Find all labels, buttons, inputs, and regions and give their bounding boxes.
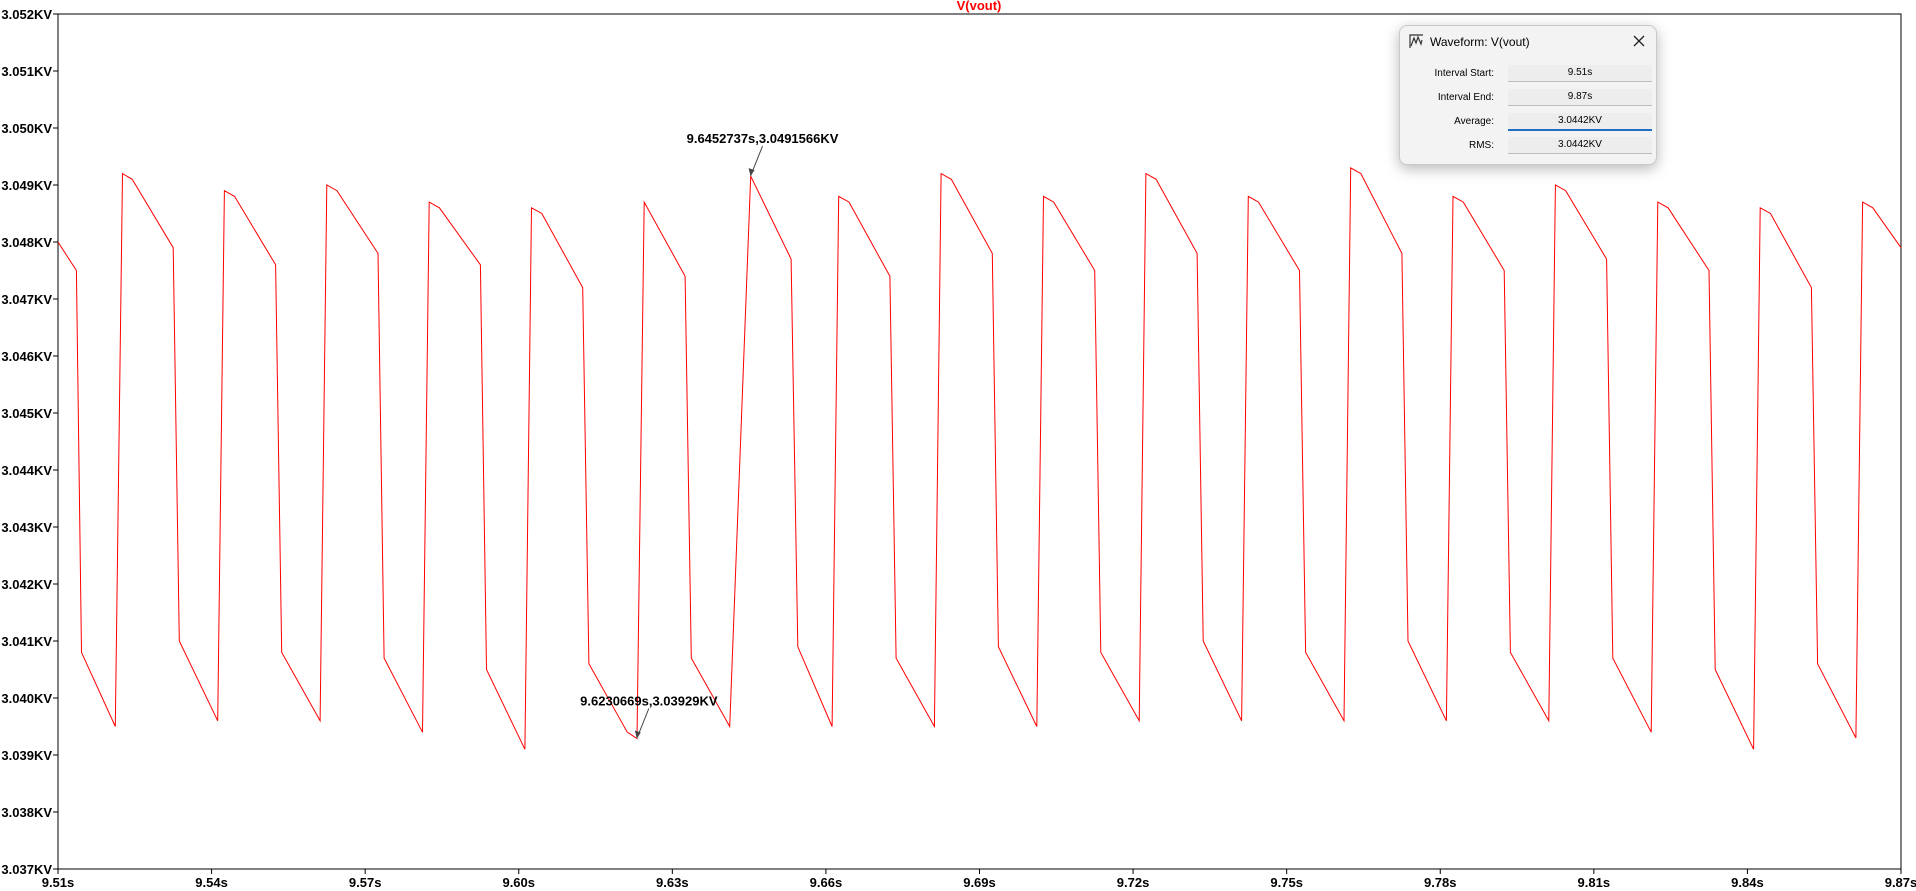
x-tick-label: 9.72s xyxy=(1117,875,1150,890)
interval-start-row: Interval Start: 9.51s xyxy=(1400,64,1656,86)
y-tick-label: 3.041KV xyxy=(1,634,52,649)
x-tick-label: 9.87s xyxy=(1885,875,1916,890)
y-tick-label: 3.048KV xyxy=(1,235,52,250)
y-tick-label: 3.039KV xyxy=(1,748,52,763)
interval-start-field[interactable]: 9.51s xyxy=(1508,65,1652,82)
average-label: Average: xyxy=(1454,116,1494,127)
x-tick-label: 9.81s xyxy=(1578,875,1611,890)
x-tick-label: 9.78s xyxy=(1424,875,1457,890)
annotation-arrowhead xyxy=(748,168,755,177)
x-tick-label: 9.75s xyxy=(1270,875,1303,890)
rms-row: RMS: 3.0442KV xyxy=(1400,136,1656,158)
x-tick-label: 9.60s xyxy=(502,875,535,890)
annotation-layer: 9.6452737s,3.0491566KV 9.6230669s,3.03929… xyxy=(580,131,839,739)
y-tick-label: 3.051KV xyxy=(1,64,52,79)
waveform-dialog[interactable]: Waveform: V(vout) Interval Start: 9.51s … xyxy=(1399,25,1657,165)
x-tick-label: 9.66s xyxy=(810,875,843,890)
y-axis: 3.052KV 3.051KV 3.050KV 3.049KV 3.048KV 3.047… xyxy=(1,7,58,877)
annotation-label: 9.6230669s,3.03929KV xyxy=(580,693,718,708)
y-tick-label: 3.038KV xyxy=(1,805,52,820)
y-tick-label: 3.044KV xyxy=(1,463,52,478)
average-field[interactable]: 3.0442KV xyxy=(1508,113,1652,131)
average-row: Average: 3.0442KV xyxy=(1400,112,1656,134)
chart-title: V(vout) xyxy=(957,0,1002,13)
x-axis: 9.51s 9.54s 9.57s 9.60s 9.63s 9.66s 9.69s 9.72s… xyxy=(42,869,1916,890)
rms-label: RMS: xyxy=(1469,140,1494,151)
y-tick-label: 3.040KV xyxy=(1,691,52,706)
x-tick-label: 9.54s xyxy=(195,875,228,890)
close-icon[interactable] xyxy=(1630,32,1648,50)
x-tick-label: 9.69s xyxy=(963,875,996,890)
y-tick-label: 3.045KV xyxy=(1,406,52,421)
interval-end-label: Interval End: xyxy=(1437,92,1494,103)
y-tick-label: 3.037KV xyxy=(1,862,52,877)
dialog-title: Waveform: V(vout) xyxy=(1430,35,1530,49)
interval-end-field[interactable]: 9.87s xyxy=(1508,89,1652,106)
x-tick-label: 9.63s xyxy=(656,875,689,890)
interval-start-label: Interval Start: xyxy=(1434,68,1494,79)
y-tick-label: 3.043KV xyxy=(1,520,52,535)
y-tick-label: 3.046KV xyxy=(1,349,52,364)
series-layer xyxy=(57,167,1902,750)
x-tick-label: 9.51s xyxy=(42,875,75,890)
series-line-vout xyxy=(57,167,1902,750)
y-tick-label: 3.050KV xyxy=(1,121,52,136)
waveform-icon xyxy=(1409,34,1423,48)
annotation-arrowhead xyxy=(634,730,641,739)
y-tick-label: 3.049KV xyxy=(1,178,52,193)
x-tick-label: 9.84s xyxy=(1731,875,1764,890)
rms-field[interactable]: 3.0442KV xyxy=(1508,137,1652,154)
annotation-label: 9.6452737s,3.0491566KV xyxy=(687,131,839,146)
dialog-titlebar[interactable]: Waveform: V(vout) xyxy=(1400,26,1656,58)
y-tick-label: 3.042KV xyxy=(1,577,52,592)
y-tick-label: 3.047KV xyxy=(1,292,52,307)
y-tick-label: 3.052KV xyxy=(1,7,52,22)
x-tick-label: 9.57s xyxy=(349,875,382,890)
interval-end-row: Interval End: 9.87s xyxy=(1400,88,1656,110)
